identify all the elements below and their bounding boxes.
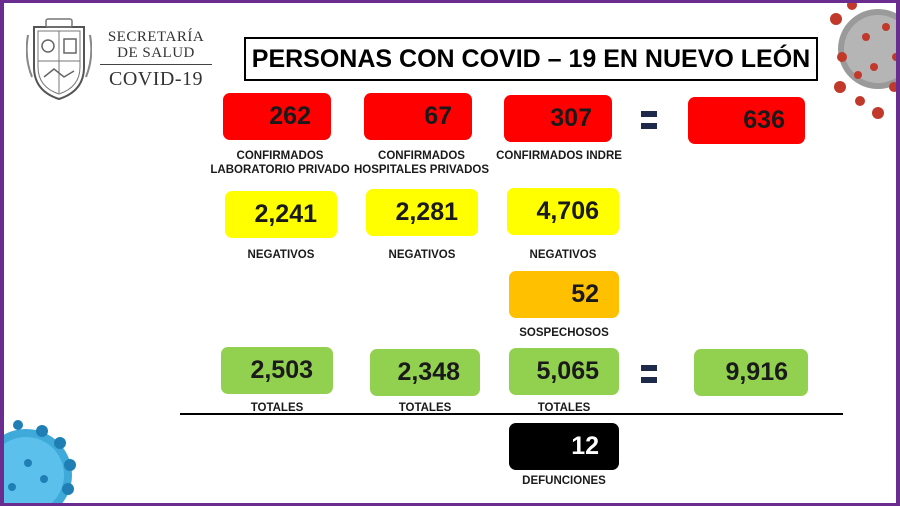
totales-1-box: 2,503 bbox=[221, 347, 333, 394]
negativos-2-label: NEGATIVOS bbox=[388, 249, 456, 261]
confirmados-privado-box: 262 bbox=[223, 93, 331, 140]
totales-3-box: 5,065 bbox=[509, 348, 619, 395]
equals-icon bbox=[641, 111, 657, 129]
negativos-3-box: 4,706 bbox=[507, 188, 619, 235]
totales-1-label: TOTALES bbox=[250, 402, 304, 414]
coronavirus-icon bbox=[830, 3, 896, 119]
confirmados-indre-label: CONFIRMADOS INDRE bbox=[496, 150, 622, 162]
negativos-1-box: 2,241 bbox=[225, 191, 337, 238]
confirmados-total-box: 636 bbox=[688, 97, 805, 144]
negativos-1-label: NEGATIVOS bbox=[247, 249, 315, 261]
label-line: CONFIRMADOS bbox=[378, 150, 465, 162]
equals-icon bbox=[641, 365, 657, 383]
coronavirus-icon bbox=[4, 420, 76, 503]
label-line: LABORATORIO PRIVADO bbox=[210, 164, 350, 176]
logo-line2: DE SALUD bbox=[117, 45, 195, 61]
negativos-2-box: 2,281 bbox=[366, 189, 478, 236]
confirmados-indre-box: 307 bbox=[504, 95, 612, 142]
sospechosos-label: SOSPECHOSOS bbox=[519, 327, 609, 339]
slide: SECRETARÍA DE SALUD COVID-19 PERSONAS CO… bbox=[4, 3, 896, 503]
totales-grand-box: 9,916 bbox=[694, 349, 808, 396]
totales-3-label: TOTALES bbox=[537, 402, 591, 414]
defunciones-box: 12 bbox=[509, 423, 619, 470]
sospechosos-box: 52 bbox=[509, 271, 619, 318]
state-seal-icon bbox=[26, 18, 92, 101]
logo-divider bbox=[100, 64, 212, 65]
totales-2-label: TOTALES bbox=[398, 402, 452, 414]
logo-line1: SECRETARÍA bbox=[107, 29, 205, 45]
logo-line3: COVID-19 bbox=[109, 68, 203, 90]
page-title: PERSONAS CON COVID – 19 EN NUEVO LEÓN bbox=[244, 37, 818, 81]
label-line: HOSPITALES PRIVADOS bbox=[353, 164, 490, 176]
negativos-3-label: NEGATIVOS bbox=[529, 249, 597, 261]
label-line: CONFIRMADOS bbox=[236, 150, 324, 162]
totales-2-box: 2,348 bbox=[370, 349, 480, 396]
confirmados-hospitales-box: 67 bbox=[364, 93, 472, 140]
secretaria-salud-logo: SECRETARÍA DE SALUD COVID-19 bbox=[26, 17, 226, 107]
confirmados-hospitales-label: CONFIRMADOS HOSPITALES PRIVADOS bbox=[344, 149, 499, 177]
confirmados-privado-label: CONFIRMADOS LABORATORIO PRIVADO bbox=[200, 149, 360, 177]
defunciones-label: DEFUNCIONES bbox=[522, 475, 606, 487]
logo-text: SECRETARÍA DE SALUD COVID-19 bbox=[96, 29, 216, 90]
divider-line bbox=[180, 413, 843, 415]
